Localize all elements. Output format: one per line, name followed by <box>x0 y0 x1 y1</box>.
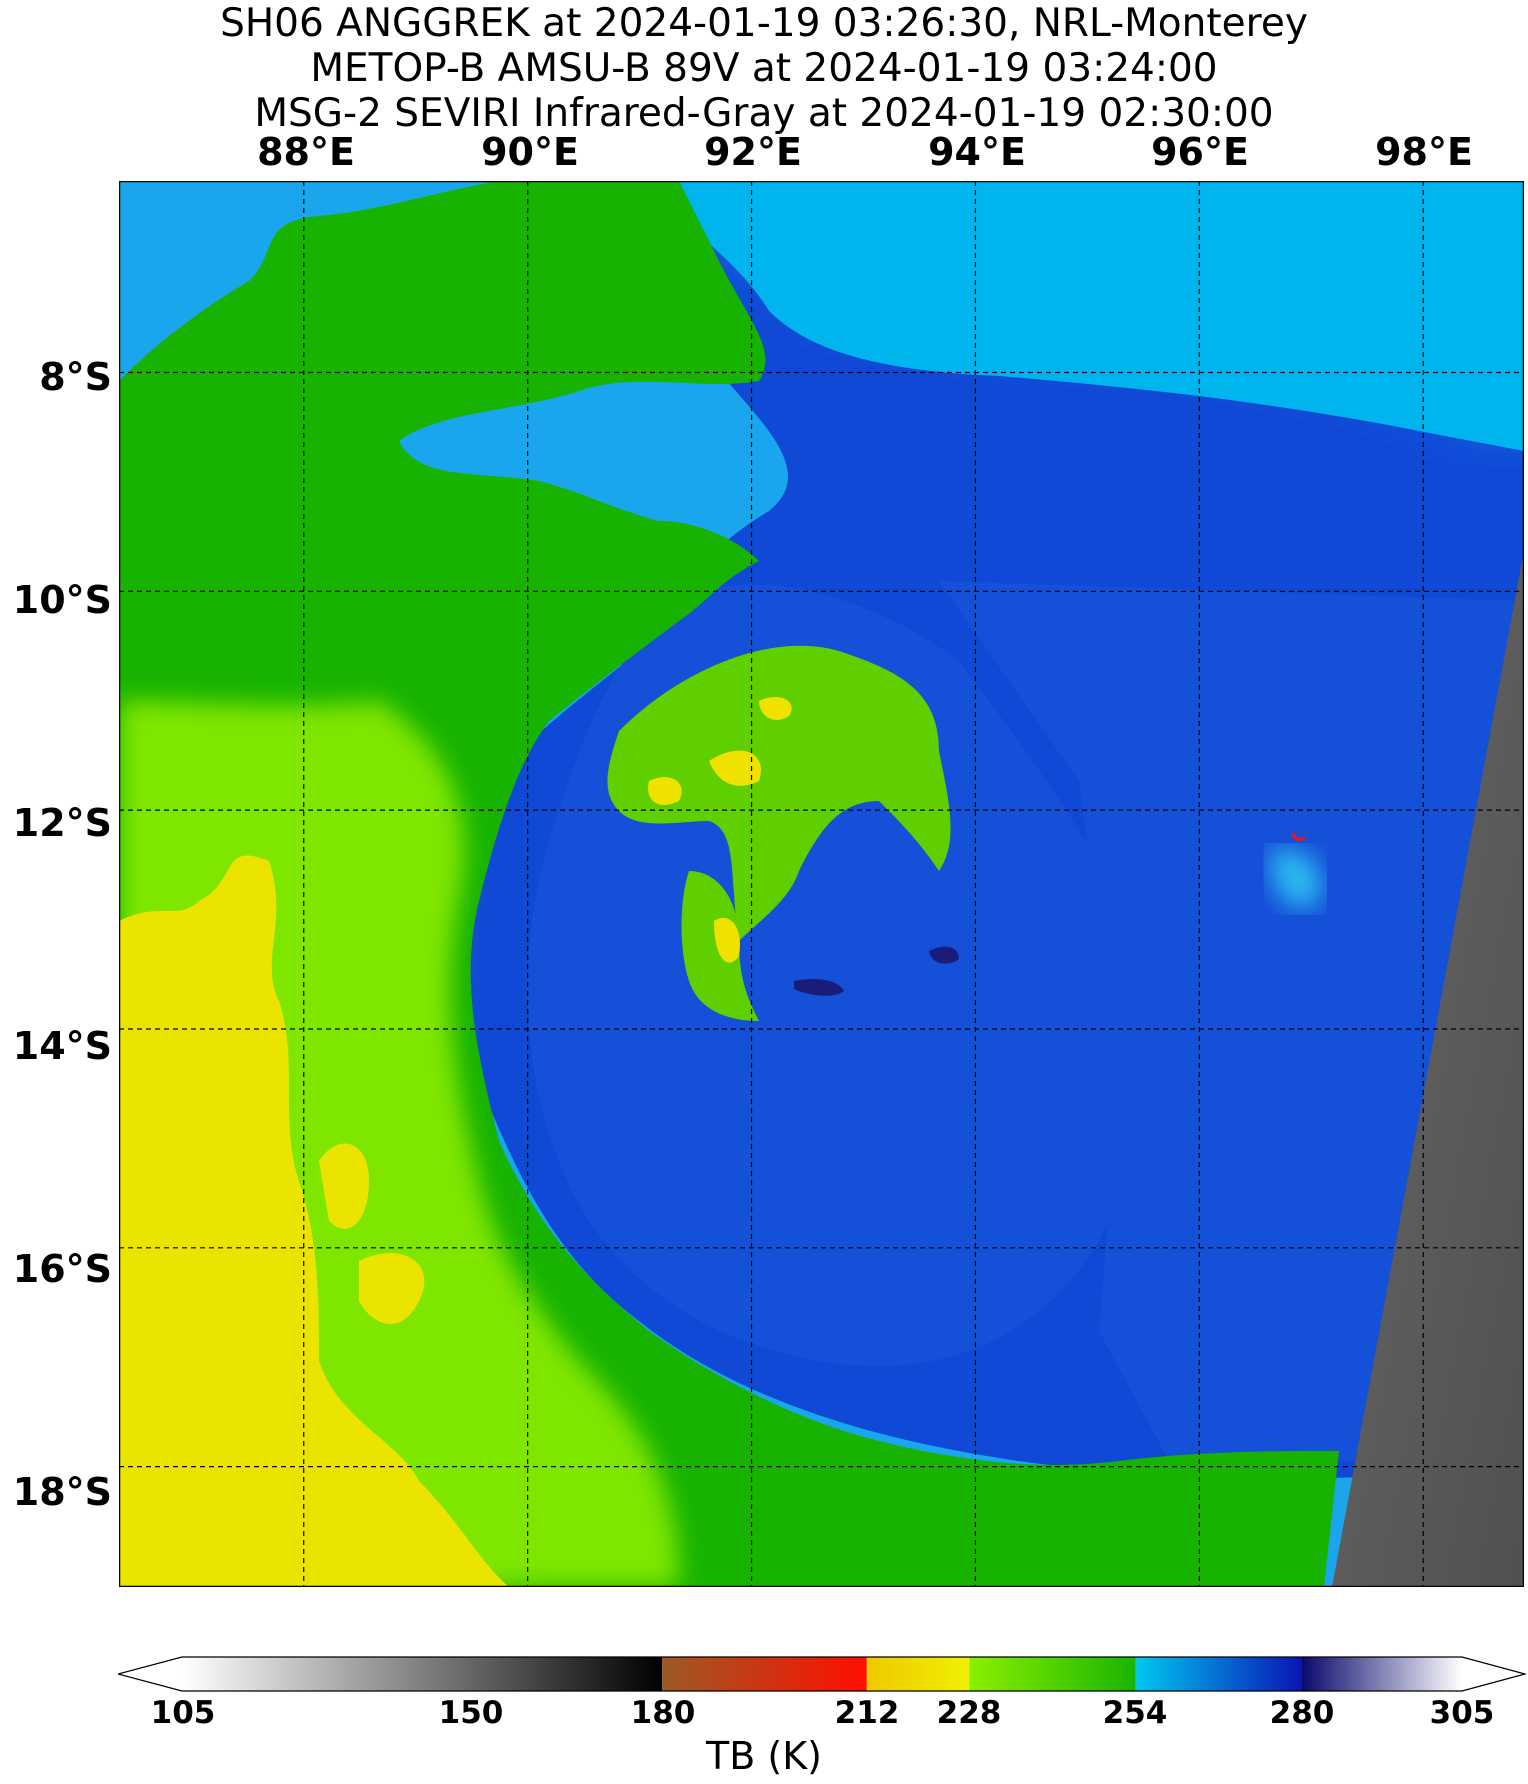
lon-label-88e: 88°E <box>257 130 355 174</box>
dark-spot-1 <box>794 979 844 996</box>
colorbar-segment-blue <box>1135 1657 1302 1691</box>
colorbar-segment-yellow <box>866 1657 970 1691</box>
yellow-patch-sw-3 <box>359 1253 425 1325</box>
colorbar-segment-lavender <box>1302 1657 1462 1691</box>
lat-label-16s: 16°S <box>12 1247 112 1291</box>
inner-green-arc <box>607 645 951 941</box>
lon-label-98e: 98°E <box>1375 130 1473 174</box>
colorbar-tick-105: 105 <box>150 1695 216 1731</box>
colorbar-label: TB (K) <box>706 1734 822 1778</box>
yellow-spot-4 <box>759 696 792 721</box>
yellow-spot-2 <box>709 750 761 786</box>
colorbar-tick-228: 228 <box>936 1695 1002 1731</box>
yellow-spot-3 <box>714 917 740 963</box>
dark-spot-2 <box>929 946 959 964</box>
title-line-1: SH06 ANGGREK at 2024-01-19 03:26:30, NRL… <box>220 1 1308 46</box>
yellow-patch-sw-2 <box>319 1143 369 1229</box>
yellow-spot-1 <box>648 777 682 805</box>
lat-label-14s: 14°S <box>12 1024 112 1068</box>
colorbar-tick-305: 305 <box>1429 1695 1495 1731</box>
storm-center-marker <box>1291 832 1307 842</box>
title-line-2: METOP-B AMSU-B 89V at 2024-01-19 03:24:0… <box>310 46 1218 91</box>
map-frame <box>119 181 1524 1587</box>
lon-label-90e: 90°E <box>481 130 579 174</box>
ir-gray-swath <box>1332 551 1524 1587</box>
lat-label-12s: 12°S <box>12 801 112 845</box>
colorbar-segment-green <box>969 1657 1136 1691</box>
lat-label-18s: 18°S <box>12 1470 112 1514</box>
colorbar-segment-gray <box>182 1657 662 1691</box>
yellow-patch-sw <box>119 855 509 1587</box>
colorbar-segment-warm <box>662 1657 867 1691</box>
lat-label-8s: 8°S <box>39 355 112 399</box>
title-line-3: MSG-2 SEVIRI Infrared-Gray at 2024-01-19… <box>254 91 1274 136</box>
colorbar-tick-254: 254 <box>1102 1695 1168 1731</box>
cyan-spot-east <box>1269 849 1322 909</box>
colorbar <box>118 1656 1526 1692</box>
colorbar-tick-180: 180 <box>630 1695 696 1731</box>
lon-label-92e: 92°E <box>704 130 802 174</box>
lon-label-94e: 94°E <box>928 130 1026 174</box>
colorbar-outline <box>118 1656 1526 1692</box>
satellite-map <box>119 181 1524 1587</box>
cyan-band <box>119 181 1524 451</box>
colorbar-extend-high <box>1462 1657 1525 1691</box>
ring-interior-blue-2 <box>939 581 1524 1461</box>
colorbar-tick-212: 212 <box>834 1695 900 1731</box>
lon-label-96e: 96°E <box>1151 130 1249 174</box>
colorbar-tick-280: 280 <box>1269 1695 1335 1731</box>
colorbar-tick-150: 150 <box>438 1695 504 1731</box>
gridlines <box>119 181 1524 1587</box>
lat-label-10s: 10°S <box>12 578 112 622</box>
colorbar-extend-low <box>118 1657 182 1691</box>
